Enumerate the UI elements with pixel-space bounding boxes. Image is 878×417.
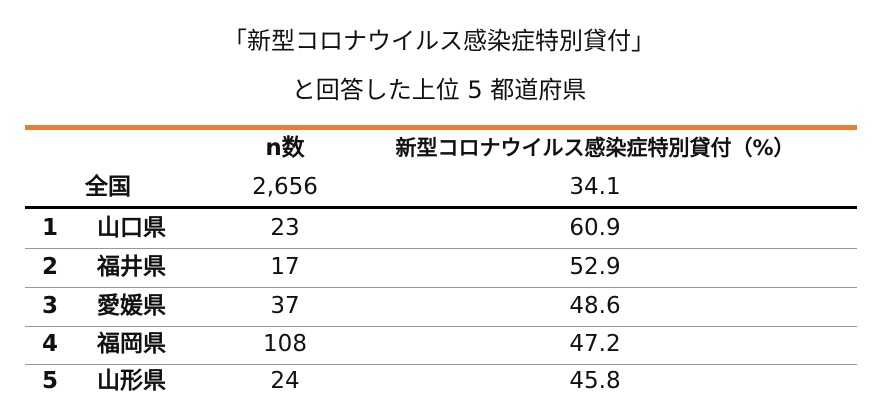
rank: 1 — [42, 215, 59, 241]
prefecture: 山形県 — [97, 368, 166, 394]
percent: 52.9 — [569, 254, 621, 280]
prefecture: 福井県 — [97, 254, 166, 280]
prefecture: 山口県 — [97, 215, 166, 241]
percent: 60.9 — [569, 215, 621, 241]
header-percent: 新型コロナウイルス感染症特別貸付（%） — [395, 136, 795, 160]
n-count: 24 — [270, 368, 300, 394]
table-row: 1 山口県 23 60.9 — [25, 208, 857, 249]
table-row: 2 福井県 17 52.9 — [25, 247, 857, 288]
percent: 48.6 — [569, 293, 621, 319]
rank: 4 — [42, 331, 59, 357]
percent: 47.2 — [569, 331, 621, 357]
rank: 3 — [42, 293, 59, 319]
table-row: 5 山形県 24 45.8 — [25, 361, 857, 401]
n-count: 17 — [270, 254, 300, 280]
header-accent-rule — [25, 125, 857, 130]
national-n: 2,656 — [252, 174, 318, 200]
national-divider-rule — [25, 206, 857, 209]
rank: 2 — [42, 254, 59, 280]
table-row: 4 福岡県 108 47.2 — [25, 324, 857, 365]
n-count: 37 — [270, 293, 300, 319]
national-percent: 34.1 — [569, 174, 621, 200]
table-row: 3 愛媛県 37 48.6 — [25, 286, 857, 327]
national-row: 全国 2,656 34.1 — [25, 167, 857, 208]
rank: 5 — [42, 368, 59, 394]
prefecture: 愛媛県 — [97, 293, 166, 319]
title-line-1: 「新型コロナウイルス感染症特別貸付」 — [223, 27, 655, 55]
title-line-2: と回答した上位 5 都道府県 — [291, 76, 587, 104]
national-label: 全国 — [85, 174, 131, 200]
header-n-count: n数 — [265, 135, 305, 161]
n-count: 23 — [270, 215, 300, 241]
percent: 45.8 — [569, 368, 621, 394]
n-count: 108 — [263, 331, 307, 357]
table-header: n数 新型コロナウイルス感染症特別貸付（%） — [25, 128, 857, 168]
prefecture: 福岡県 — [97, 331, 166, 357]
